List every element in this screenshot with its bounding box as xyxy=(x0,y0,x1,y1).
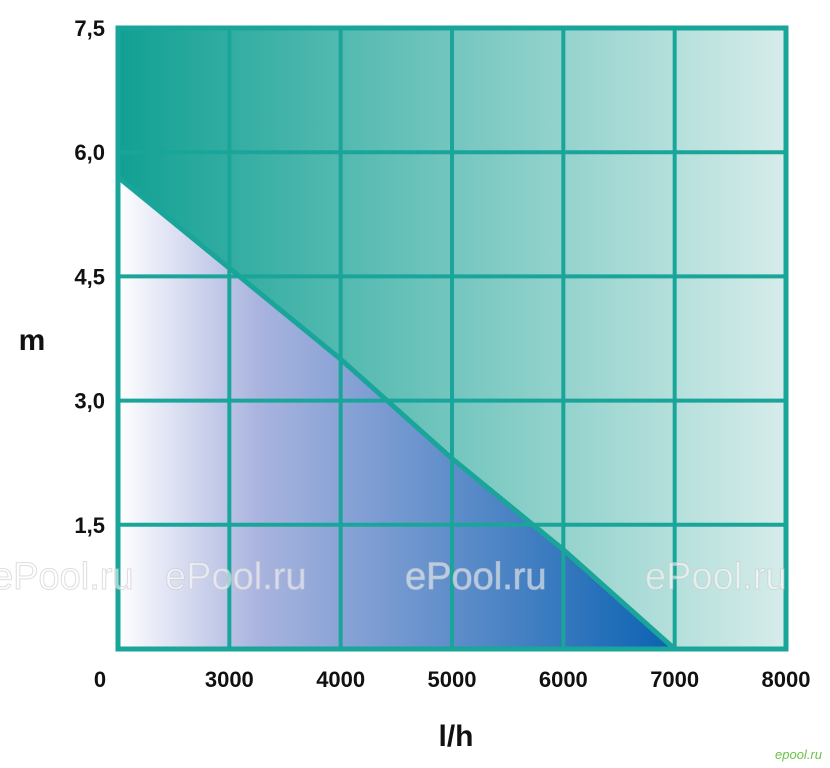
watermark-text: ePool.ru xyxy=(645,556,787,598)
lower-region xyxy=(118,177,675,650)
origin-label: 0 xyxy=(94,667,106,692)
watermark-text: ePool.ru xyxy=(165,556,307,598)
x-tick-label: 6000 xyxy=(539,667,588,692)
y-tick-label: 3,0 xyxy=(74,389,105,414)
x-axis-title: l/h xyxy=(439,720,474,753)
x-tick-label: 7000 xyxy=(650,667,699,692)
watermark-text: ePool.ru xyxy=(0,556,134,598)
y-tick-label: 4,5 xyxy=(74,264,105,289)
watermark-text: ePool.ru xyxy=(405,556,547,598)
y-axis-title: m xyxy=(19,324,46,357)
x-tick-label: 3000 xyxy=(205,667,254,692)
y-tick-label: 7,5 xyxy=(74,16,105,41)
performance-curve xyxy=(116,175,677,651)
x-tick-label: 8000 xyxy=(762,667,811,692)
y-tick-label: 1,5 xyxy=(74,513,105,538)
x-tick-label: 4000 xyxy=(316,667,365,692)
site-watermark: epool.ru xyxy=(775,747,822,762)
plot-frame xyxy=(115,25,789,652)
y-tick-label: 6,0 xyxy=(74,140,105,165)
x-tick-label: 5000 xyxy=(428,667,477,692)
